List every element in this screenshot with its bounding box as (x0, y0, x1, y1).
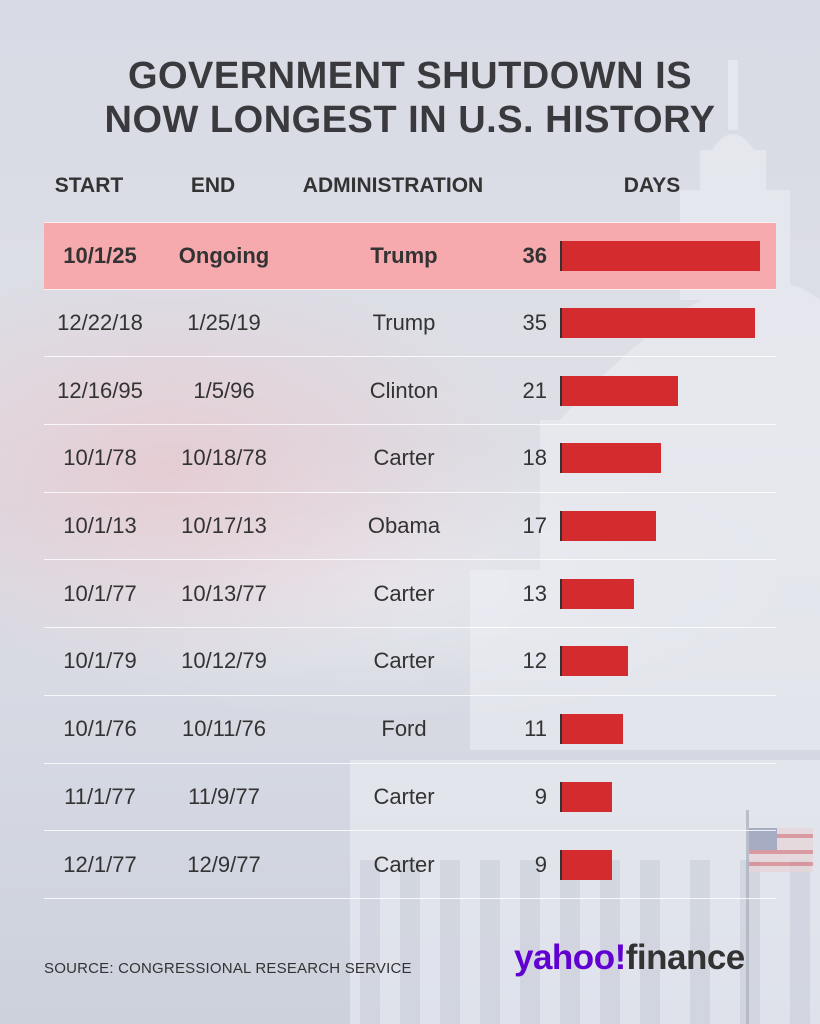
table-row: 12/1/77 12/9/77 Carter 9 (44, 831, 776, 899)
bar-axis (560, 375, 678, 406)
cell-administration: Clinton (369, 377, 439, 403)
cell-administration: Carter (373, 648, 435, 674)
cell-days: 21 (522, 377, 547, 403)
cell-start: 10/1/76 (63, 716, 137, 742)
title-line-1: GOVERNMENT SHUTDOWN IS (127, 55, 693, 97)
table-row: 11/1/77 11/9/77 Carter 9 (44, 764, 776, 832)
cell-administration: Carter (373, 445, 435, 471)
header-start: START (54, 174, 124, 197)
cell-days: 9 (534, 783, 547, 809)
cell-end: 11/9/77 (188, 783, 260, 809)
cell-administration: Trump (370, 242, 438, 268)
bar-axis (560, 646, 628, 677)
table-row: 10/1/79 10/12/79 Carter 12 (44, 628, 776, 696)
cell-days: 9 (534, 851, 547, 877)
cell-administration: Ford (381, 716, 427, 742)
table-row: 10/1/78 10/18/78 Carter 18 (44, 425, 776, 493)
table-row: 10/1/76 10/11/76 Ford 11 (44, 696, 776, 764)
bar-axis (560, 849, 612, 880)
cell-days: 35 (522, 310, 547, 336)
table-header: START END ADMINISTRATION DAYS (0, 174, 820, 204)
cell-days: 13 (522, 580, 547, 606)
table-row: 10/1/13 10/17/13 Obama 17 (44, 493, 776, 561)
shutdown-table: 10/1/25 Ongoing Trump 36 12/22/18 1/25/19 Trum… (44, 222, 776, 899)
bar-axis (560, 308, 755, 339)
cell-end: 1/5/96 (193, 377, 255, 403)
cell-start: 12/1/77 (63, 851, 137, 877)
days-bar (562, 240, 760, 271)
cell-end: 1/25/19 (187, 310, 261, 336)
title-line-2: NOW LONGEST IN U.S. HISTORY (104, 99, 716, 141)
cell-days: 36 (522, 242, 547, 268)
header-administration: ADMINISTRATION (302, 174, 484, 197)
bar-axis (560, 511, 656, 542)
chart-title: GOVERNMENT SHUTDOWN IS NOW LONGEST IN U.… (0, 54, 820, 142)
cell-start: 12/22/18 (57, 310, 143, 336)
cell-end: 10/11/76 (181, 716, 267, 742)
days-bar (562, 849, 612, 880)
cell-start: 10/1/79 (63, 648, 137, 674)
logo-finance-text: finance (625, 938, 746, 977)
cell-end: 12/9/77 (187, 851, 261, 877)
cell-end: 10/12/79 (181, 648, 267, 674)
source-note: SOURCE: CONGRESSIONAL RESEARCH SERVICE (44, 960, 412, 977)
cell-end: 10/13/77 (181, 580, 267, 606)
logo-yahoo-text: yahoo! (514, 938, 626, 977)
days-bar (562, 578, 634, 609)
bar-axis (560, 781, 612, 812)
cell-end: 10/18/78 (181, 445, 267, 471)
bar-axis (560, 443, 661, 474)
days-bar (562, 714, 623, 745)
cell-days: 17 (522, 513, 547, 539)
cell-administration: Trump (372, 310, 436, 336)
cell-administration: Carter (373, 851, 435, 877)
days-bar (562, 375, 678, 406)
cell-days: 18 (522, 445, 547, 471)
cell-administration: Obama (367, 513, 441, 539)
table-row: 10/1/25 Ongoing Trump 36 (44, 222, 776, 290)
cell-days: 11 (524, 716, 547, 742)
cell-administration: Carter (373, 580, 435, 606)
yahoo-finance-logo: yahoo!finance (514, 938, 745, 988)
days-bar (562, 781, 612, 812)
cell-administration: Carter (373, 783, 435, 809)
bar-axis (560, 240, 760, 271)
cell-start: 10/1/25 (63, 242, 137, 268)
days-bar (562, 308, 755, 339)
header-days: DAYS (623, 174, 681, 197)
bar-axis (560, 578, 634, 609)
bar-axis (560, 714, 623, 745)
table-row: 12/16/95 1/5/96 Clinton 21 (44, 357, 776, 426)
cell-end: 10/17/13 (181, 513, 267, 539)
cell-start: 10/1/77 (63, 580, 137, 606)
cell-start: 11/1/77 (64, 783, 136, 809)
cell-start: 12/16/95 (57, 377, 143, 403)
table-row: 10/1/77 10/13/77 Carter 13 (44, 560, 776, 629)
header-end: END (190, 174, 236, 197)
days-bar (562, 511, 656, 542)
cell-days: 12 (522, 648, 547, 674)
cell-start: 10/1/13 (63, 513, 137, 539)
table-row: 12/22/18 1/25/19 Trump 35 (44, 290, 776, 358)
days-bar (562, 443, 661, 474)
days-bar (562, 646, 628, 677)
cell-start: 10/1/78 (63, 445, 137, 471)
cell-end: Ongoing (178, 242, 270, 268)
